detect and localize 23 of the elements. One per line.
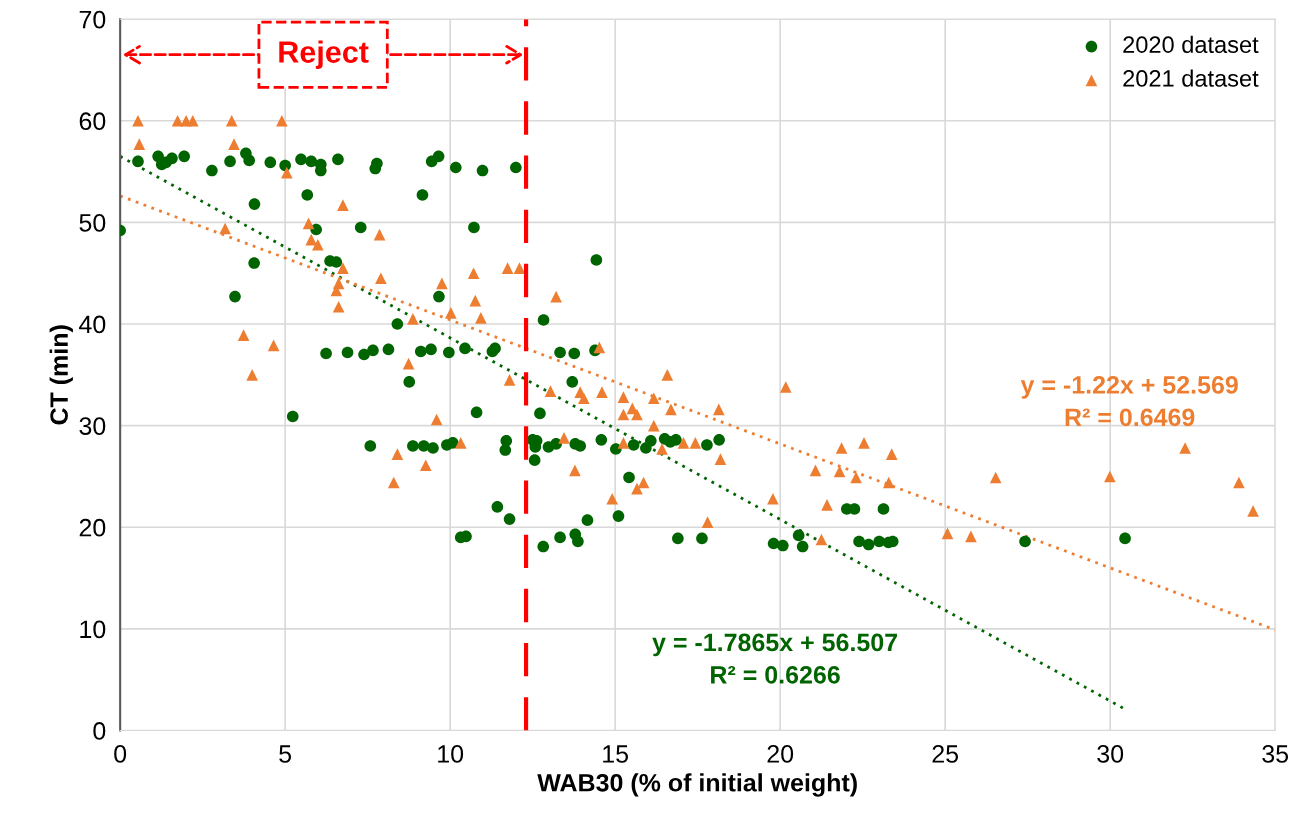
x-tick-label: 0: [114, 745, 127, 763]
x-tick-label: 15: [603, 745, 629, 763]
legend-label: 2021 dataset: [1123, 69, 1259, 87]
y-tick-label: 70: [79, 10, 106, 29]
y-tick-label: 20: [79, 518, 106, 537]
annotation: y = -1.7865x + 56.507 R² = 0.6266: [652, 633, 897, 684]
y-tick-label: 30: [79, 417, 106, 435]
ref-line-label: Reject: [279, 40, 369, 69]
y-tick-label: 60: [79, 112, 106, 131]
x-tick-label: 35: [1262, 745, 1289, 763]
y-tick-label: 40: [79, 315, 106, 334]
x-tick-label: 10: [438, 745, 464, 763]
x-tick-label: 25: [932, 745, 959, 763]
annotation: y = -1.22x + 52.569 R² = 0.6469: [1020, 376, 1238, 427]
y-tick-label: 10: [80, 620, 106, 639]
x-axis-title: WAB30 (% of initial weight): [537, 773, 857, 797]
y-tick-label: 0: [93, 722, 106, 740]
x-tick-label: 30: [1097, 745, 1124, 763]
y-tick-label: 50: [79, 213, 106, 232]
x-tick-label: 20: [767, 745, 794, 763]
y-axis-title: CT (min): [49, 325, 73, 425]
x-tick-label: 5: [279, 745, 292, 763]
legend-label: 2020 dataset: [1123, 35, 1259, 54]
